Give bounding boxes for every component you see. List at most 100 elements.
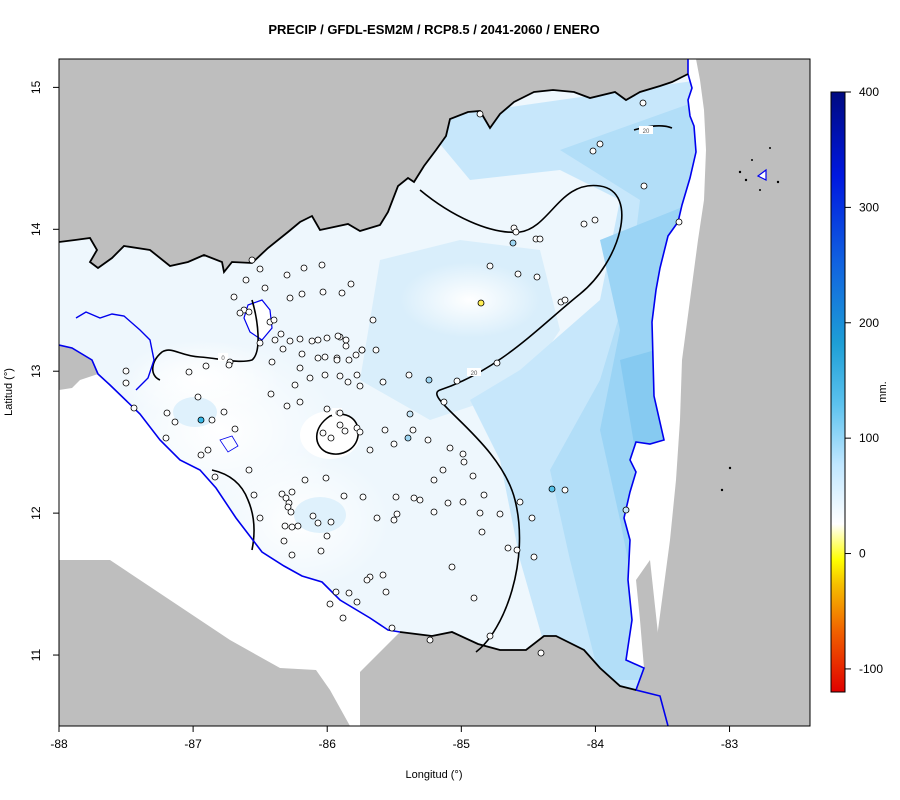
station-marker bbox=[336, 372, 344, 380]
station-marker bbox=[279, 345, 287, 353]
station-marker bbox=[533, 273, 541, 281]
map-panel: 20 20 0 0 bbox=[59, 59, 810, 726]
station-marker bbox=[280, 537, 288, 545]
y-axis: 11 12 13 14 15 bbox=[29, 80, 59, 661]
station-marker bbox=[323, 405, 331, 413]
station-marker bbox=[319, 429, 327, 437]
plot-frame bbox=[58, 58, 811, 727]
station-marker bbox=[404, 434, 412, 442]
honduras-border bbox=[59, 73, 689, 275]
station-marker bbox=[379, 571, 387, 579]
station-marker bbox=[336, 421, 344, 429]
x-tick-label: -86 bbox=[319, 737, 337, 751]
station-marker bbox=[460, 458, 468, 466]
station-marker bbox=[319, 288, 327, 296]
station-marker bbox=[509, 239, 517, 247]
station-markers bbox=[122, 99, 683, 657]
station-marker bbox=[225, 361, 233, 369]
station-marker bbox=[298, 350, 306, 358]
station-marker bbox=[283, 271, 291, 279]
x-tick-label: -84 bbox=[587, 737, 605, 751]
station-marker bbox=[245, 308, 253, 316]
station-marker bbox=[580, 220, 588, 228]
station-marker bbox=[353, 598, 361, 606]
station-marker bbox=[512, 228, 520, 236]
station-marker bbox=[410, 494, 418, 502]
caribbean-coast bbox=[623, 59, 697, 726]
station-marker bbox=[390, 516, 398, 524]
station-marker bbox=[340, 492, 348, 500]
station-marker bbox=[301, 476, 309, 484]
station-marker bbox=[321, 371, 329, 379]
station-marker bbox=[288, 488, 296, 496]
station-marker bbox=[256, 339, 264, 347]
y-tick-label: 12 bbox=[29, 506, 43, 520]
contour-20-ne bbox=[633, 125, 673, 131]
station-marker bbox=[373, 514, 381, 522]
contour-0-circle bbox=[315, 413, 359, 455]
station-marker bbox=[322, 474, 330, 482]
station-marker bbox=[356, 382, 364, 390]
station-marker bbox=[197, 451, 205, 459]
station-marker bbox=[446, 444, 454, 452]
station-marker bbox=[321, 353, 329, 361]
station-marker bbox=[430, 508, 438, 516]
contour-20-north bbox=[419, 184, 623, 653]
station-marker bbox=[344, 378, 352, 386]
station-marker bbox=[220, 408, 228, 416]
station-marker bbox=[390, 440, 398, 448]
station-marker bbox=[480, 491, 488, 499]
station-marker bbox=[675, 218, 683, 226]
station-marker bbox=[409, 426, 417, 434]
station-marker bbox=[250, 491, 258, 499]
colorbar-tick-label: 0 bbox=[859, 547, 866, 561]
station-marker bbox=[379, 378, 387, 386]
station-marker bbox=[469, 472, 477, 480]
station-marker bbox=[496, 510, 504, 518]
station-marker bbox=[334, 332, 342, 340]
station-marker bbox=[363, 576, 371, 584]
y-tick-label: 11 bbox=[29, 648, 43, 661]
station-marker bbox=[453, 377, 461, 385]
station-marker bbox=[309, 512, 317, 520]
station-marker bbox=[202, 362, 210, 370]
station-marker bbox=[231, 425, 239, 433]
y-tick-label: 14 bbox=[29, 222, 43, 236]
station-marker bbox=[163, 409, 171, 417]
station-marker bbox=[306, 374, 314, 382]
land-costa-rica-east bbox=[360, 560, 668, 726]
station-marker bbox=[476, 509, 484, 517]
fonseca-coast bbox=[75, 311, 155, 391]
station-marker bbox=[338, 289, 346, 297]
station-marker bbox=[516, 498, 524, 506]
station-marker bbox=[388, 624, 396, 632]
station-marker bbox=[561, 296, 569, 304]
costa-rica-border bbox=[399, 631, 637, 691]
colorbar: 400 300 200 100 0 -100 mm. bbox=[830, 85, 889, 693]
station-marker bbox=[308, 337, 316, 345]
contour-label-20-ne: 20 bbox=[643, 129, 650, 135]
station-marker bbox=[477, 299, 485, 307]
x-tick-label: -88 bbox=[50, 737, 68, 751]
station-marker bbox=[426, 636, 434, 644]
station-marker bbox=[596, 140, 604, 148]
station-marker bbox=[286, 337, 294, 345]
colorbar-ramp bbox=[830, 91, 846, 693]
station-marker bbox=[406, 410, 414, 418]
station-marker bbox=[359, 493, 367, 501]
station-marker bbox=[372, 346, 380, 354]
y-tick-label: 13 bbox=[29, 364, 43, 378]
station-marker bbox=[476, 110, 484, 118]
colorbar-tick-label: 400 bbox=[859, 85, 879, 99]
colorbar-unit: mm. bbox=[877, 381, 889, 402]
station-marker bbox=[639, 99, 647, 107]
station-marker bbox=[470, 594, 478, 602]
station-marker bbox=[369, 316, 377, 324]
y-axis-label: Latitud (°) bbox=[3, 368, 15, 416]
station-marker bbox=[392, 493, 400, 501]
station-marker bbox=[288, 551, 296, 559]
land-costa-rica bbox=[59, 560, 350, 726]
station-marker bbox=[291, 381, 299, 389]
station-marker bbox=[622, 506, 630, 514]
